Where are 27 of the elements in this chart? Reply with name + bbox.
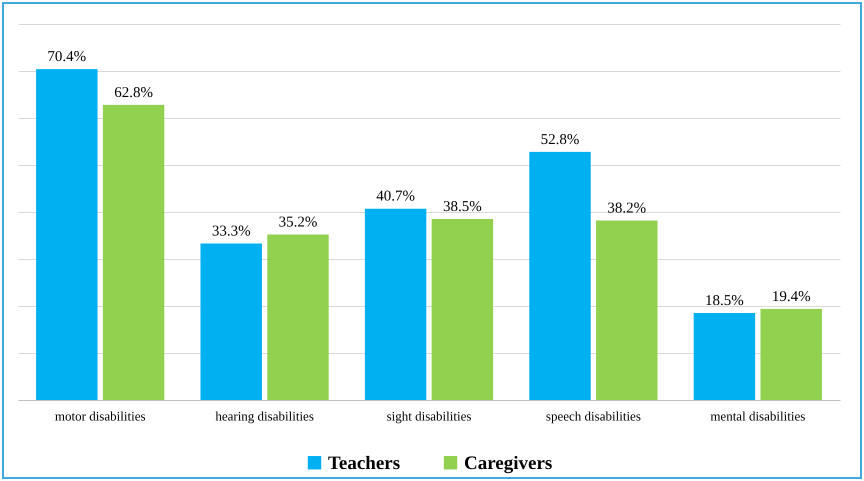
bar: [596, 220, 658, 400]
data-label: 33.3%: [212, 223, 251, 240]
x-tick-label: mental disabilities: [710, 408, 806, 424]
bar: [432, 219, 494, 400]
data-label: 52.8%: [540, 132, 580, 148]
bar: [529, 152, 591, 400]
bar: [694, 313, 756, 400]
bar: [364, 208, 426, 400]
data-label: 19.4%: [772, 288, 811, 305]
bar: [267, 234, 329, 400]
data-label: 62.8%: [114, 84, 153, 101]
data-label: 38.2%: [607, 200, 646, 216]
data-label: 18.5%: [705, 293, 744, 310]
bar: [102, 104, 164, 400]
data-label: 40.7%: [376, 188, 415, 205]
x-tick-label: motor disabilities: [54, 408, 146, 424]
bar: [200, 243, 262, 400]
x-tick-label: speech disabilities: [546, 408, 641, 424]
x-tick-label: hearing disabilities: [215, 408, 314, 424]
x-tick-label: sight disabilities: [386, 408, 472, 424]
data-label: 70.4%: [47, 49, 86, 66]
legend-label: Teachers: [328, 452, 400, 474]
legend-label: Caregivers: [464, 452, 552, 474]
bar: [36, 69, 98, 400]
data-label: 38.5%: [443, 199, 482, 216]
bar: [760, 308, 822, 400]
data-label: 35.2%: [278, 214, 318, 231]
